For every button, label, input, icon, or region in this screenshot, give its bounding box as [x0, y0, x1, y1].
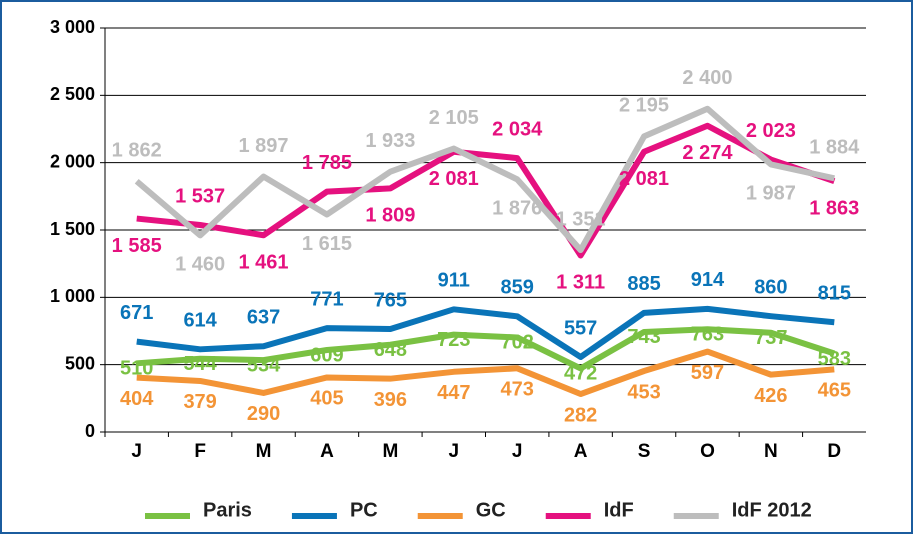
y-tick-label: 1 000	[50, 286, 95, 306]
data-label: 1 862	[112, 140, 162, 162]
data-label: 2 081	[429, 168, 479, 190]
line-0	[136, 326, 836, 372]
data-label: 396	[374, 389, 407, 411]
data-label: 1 311	[556, 272, 605, 294]
data-label: 2 023	[746, 120, 796, 142]
legend-label: GC	[476, 499, 506, 521]
data-label: 405	[310, 388, 343, 410]
data-label: 2 081	[619, 168, 669, 190]
data-label: 1 987	[746, 183, 796, 205]
data-label: 473	[501, 379, 534, 401]
x-tick-label: D	[827, 441, 841, 462]
data-label: 404	[120, 388, 154, 410]
data-label: 2 195	[619, 95, 669, 117]
data-label: 723	[437, 329, 470, 351]
x-tick-label: J	[131, 441, 142, 462]
data-label: 2 274	[682, 142, 733, 164]
x-tick-label: J	[512, 441, 523, 462]
y-tick-label: 2 000	[50, 151, 95, 171]
data-label: 1 460	[175, 254, 225, 276]
data-label: 453	[627, 381, 660, 403]
y-tick-label: 2 500	[50, 84, 95, 104]
line-1	[136, 305, 835, 360]
data-label: 815	[818, 283, 851, 305]
data-label: 771	[310, 288, 343, 310]
legend-label: Paris	[203, 499, 252, 521]
data-label: 763	[691, 324, 724, 346]
y-tick-label: 0	[85, 421, 95, 441]
x-tick-label: A	[320, 441, 334, 462]
data-label: 2 400	[682, 67, 732, 89]
data-label: 597	[691, 362, 724, 384]
y-tick-label: 3 000	[50, 17, 95, 37]
data-label: 1 537	[175, 185, 225, 207]
data-label: 914	[691, 269, 725, 291]
x-tick-label: M	[382, 441, 398, 462]
legend-label: PC	[350, 499, 378, 521]
data-label: 282	[564, 404, 597, 426]
line-3	[136, 122, 836, 259]
data-label: 465	[818, 380, 851, 402]
data-label: 911	[438, 270, 470, 292]
data-label: 648	[374, 339, 407, 361]
x-tick-label: N	[764, 441, 778, 462]
x-tick-label: F	[194, 441, 206, 462]
data-label: 1 615	[302, 233, 352, 255]
data-label: 447	[437, 382, 470, 404]
y-tick-label: 1 500	[50, 219, 95, 239]
data-label: 1 809	[365, 205, 415, 227]
data-label: 1 876	[492, 198, 542, 220]
line-2	[136, 348, 835, 398]
y-tick-label: 500	[65, 353, 95, 373]
data-label: 534	[247, 354, 281, 376]
data-label: 379	[183, 391, 216, 413]
data-label: 702	[501, 332, 534, 354]
data-label: 860	[754, 276, 787, 298]
x-tick-label: A	[574, 441, 588, 462]
data-label: 614	[183, 310, 217, 332]
legend-label: IdF 2012	[732, 499, 812, 521]
data-label: 637	[247, 306, 280, 328]
data-label: 290	[247, 403, 280, 425]
line-4	[134, 105, 835, 254]
data-label: 1 884	[809, 137, 860, 159]
data-label: 765	[374, 289, 407, 311]
data-label: 1 933	[365, 130, 415, 152]
data-label: 1 585	[112, 235, 162, 257]
data-label: 671	[120, 302, 153, 324]
legend-label: IdF	[604, 499, 634, 521]
data-label: 2 105	[429, 107, 479, 129]
data-label: 426	[754, 385, 787, 407]
data-label: 1 461	[239, 252, 289, 274]
x-tick-label: O	[700, 441, 715, 462]
data-label: 885	[627, 273, 660, 295]
data-label: 557	[564, 317, 597, 339]
data-label: 859	[501, 277, 534, 299]
data-label: 743	[627, 326, 660, 348]
data-label: 1 351	[556, 208, 606, 230]
data-label: 1 863	[809, 197, 859, 219]
x-tick-label: J	[449, 441, 460, 462]
data-label: 1 897	[239, 135, 289, 157]
data-label: 1 785	[302, 152, 352, 174]
data-label: 510	[120, 358, 153, 380]
data-label: 737	[754, 327, 787, 349]
x-tick-label: M	[256, 441, 272, 462]
data-label: 609	[310, 344, 343, 366]
data-label: 583	[818, 348, 851, 370]
data-label: 2 034	[492, 118, 543, 140]
data-label: 472	[564, 363, 597, 385]
data-label: 544	[183, 353, 217, 375]
x-tick-label: S	[638, 441, 651, 462]
